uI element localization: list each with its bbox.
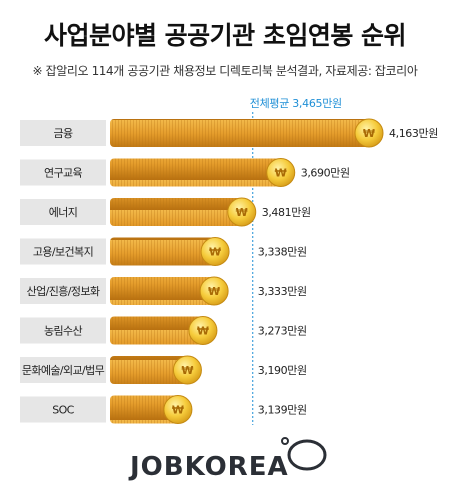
won-sign-icon: ₩ <box>172 404 184 417</box>
category-label: 고용/보건복지 <box>33 246 93 259</box>
coin-face-icon <box>266 158 296 187</box>
won-sign-icon: ₩ <box>209 246 221 259</box>
category-label: 에너지 <box>49 206 78 219</box>
won-sign-icon: ₩ <box>236 206 248 219</box>
data-label: 3,333만원 <box>258 285 307 298</box>
coin-face-icon <box>172 355 202 385</box>
coin-face-icon <box>163 395 193 424</box>
jobkorea-logo: JOBKOREA <box>130 452 289 482</box>
won-sign-icon: ₩ <box>363 127 375 140</box>
category-label-box <box>20 199 106 225</box>
average-reference-label: 전체평균 3,465만원 <box>250 97 342 110</box>
category-label-box <box>20 120 106 146</box>
data-label: 3,139만원 <box>258 404 307 417</box>
coin-face-icon <box>188 316 218 345</box>
data-label: 3,481만원 <box>262 206 311 219</box>
coin-face-icon <box>200 237 230 266</box>
category-label-box <box>20 238 106 265</box>
coin-face-icon <box>227 197 257 227</box>
category-label: SOC <box>52 404 74 417</box>
category-label-box <box>20 317 106 344</box>
bar <box>110 356 188 384</box>
category-label: 금융 <box>53 127 73 140</box>
data-label: 4,163만원 <box>389 127 438 140</box>
coin-face-icon <box>354 118 384 148</box>
coin-face-icon <box>199 276 229 306</box>
bar <box>110 119 369 147</box>
category-label-box <box>20 159 106 186</box>
category-label-box <box>20 278 106 304</box>
chart-title: 사업분야별 공공기관 초임연봉 순위 <box>43 21 407 50</box>
bar <box>110 158 281 187</box>
data-label: 3,190만원 <box>258 364 307 377</box>
data-label: 3,273만원 <box>258 325 307 338</box>
category-label: 연구교육 <box>44 167 83 180</box>
won-sign-icon: ₩ <box>181 364 193 377</box>
category-label-box <box>20 396 106 423</box>
chart-subtitle: ※ 잡알리오 114개 공공기관 채용정보 디렉토리북 분석결과, 자료제공: … <box>32 64 418 78</box>
bar <box>110 277 215 305</box>
data-label: 3,338만원 <box>258 246 307 259</box>
bar <box>110 395 178 424</box>
bar <box>110 198 242 226</box>
won-sign-icon: ₩ <box>208 285 220 298</box>
category-label: 산업/진흥/정보화 <box>27 284 100 298</box>
won-sign-icon: ₩ <box>275 167 287 180</box>
bar <box>110 237 216 266</box>
category-label-box <box>20 357 106 383</box>
data-label: 3,690만원 <box>301 167 350 180</box>
jobkorea-logo-mark-icon <box>281 437 327 471</box>
category-label: 문화예술/외교/법무 <box>22 364 105 377</box>
category-label: 농림수산 <box>44 325 83 338</box>
bar <box>110 316 203 345</box>
won-sign-icon: ₩ <box>197 325 209 338</box>
